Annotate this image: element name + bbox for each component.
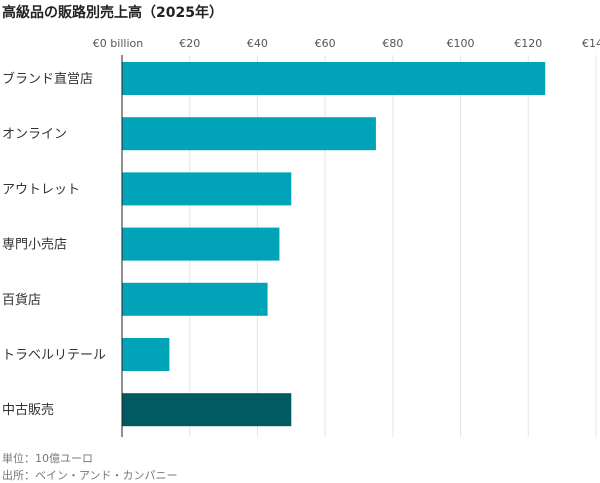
bar <box>122 393 292 427</box>
unit-note: 単位：10億ユーロ <box>2 452 93 465</box>
bar <box>122 62 546 95</box>
x-tick-label: €140 <box>582 37 600 50</box>
category-label: 百貨店 <box>2 292 41 308</box>
category-label: オンライン <box>2 127 67 142</box>
x-tick-label: €60 <box>315 37 336 50</box>
category-label: アウトレット <box>2 182 80 197</box>
chart-title: 高級品の販路別売上高（2025年） <box>2 5 223 21</box>
bar <box>122 227 280 261</box>
category-label: 専門小売店 <box>2 237 67 253</box>
x-tick-label: €120 <box>514 37 542 50</box>
x-tick-label: €0 billion <box>93 37 143 50</box>
bar <box>122 117 376 151</box>
x-tick-label: €80 <box>382 37 403 50</box>
bar <box>122 338 170 371</box>
category-label: ブランド直営店 <box>2 71 93 87</box>
source-note: 出所：ベイン・アンド・カンパニー <box>2 469 178 482</box>
bar <box>122 282 268 316</box>
category-label: 中古販売 <box>2 402 54 418</box>
x-tick-label: €20 <box>179 37 200 50</box>
category-label: トラベルリテール <box>2 348 106 363</box>
x-tick-label: €100 <box>447 37 475 50</box>
bar <box>122 172 292 206</box>
x-tick-label: €40 <box>247 37 268 50</box>
